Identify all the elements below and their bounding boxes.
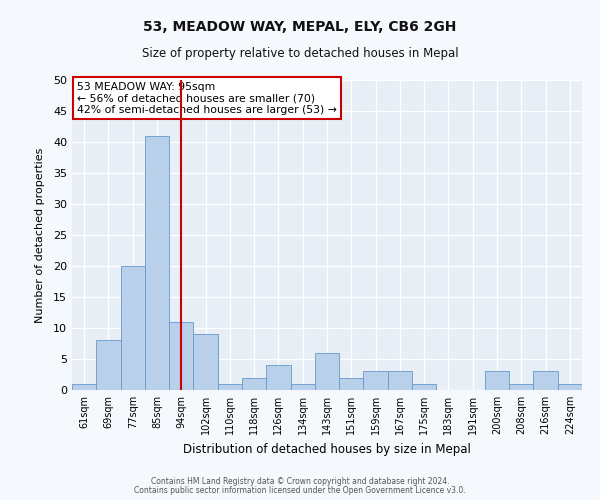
Bar xyxy=(96,340,121,390)
Bar xyxy=(169,322,193,390)
Text: 53 MEADOW WAY: 95sqm
← 56% of detached houses are smaller (70)
42% of semi-detac: 53 MEADOW WAY: 95sqm ← 56% of detached h… xyxy=(77,82,337,115)
Bar xyxy=(218,384,242,390)
Bar xyxy=(72,384,96,390)
Bar xyxy=(339,378,364,390)
Bar xyxy=(315,353,339,390)
Text: Contains public sector information licensed under the Open Government Licence v3: Contains public sector information licen… xyxy=(134,486,466,495)
Bar xyxy=(242,378,266,390)
Bar xyxy=(509,384,533,390)
Text: Contains HM Land Registry data © Crown copyright and database right 2024.: Contains HM Land Registry data © Crown c… xyxy=(151,477,449,486)
Bar xyxy=(266,365,290,390)
Bar xyxy=(145,136,169,390)
Text: 53, MEADOW WAY, MEPAL, ELY, CB6 2GH: 53, MEADOW WAY, MEPAL, ELY, CB6 2GH xyxy=(143,20,457,34)
Bar xyxy=(290,384,315,390)
Text: Size of property relative to detached houses in Mepal: Size of property relative to detached ho… xyxy=(142,48,458,60)
Bar xyxy=(193,334,218,390)
Bar xyxy=(485,372,509,390)
Bar xyxy=(388,372,412,390)
X-axis label: Distribution of detached houses by size in Mepal: Distribution of detached houses by size … xyxy=(183,442,471,456)
Bar xyxy=(558,384,582,390)
Bar xyxy=(121,266,145,390)
Bar xyxy=(412,384,436,390)
Y-axis label: Number of detached properties: Number of detached properties xyxy=(35,148,44,322)
Bar xyxy=(364,372,388,390)
Bar xyxy=(533,372,558,390)
